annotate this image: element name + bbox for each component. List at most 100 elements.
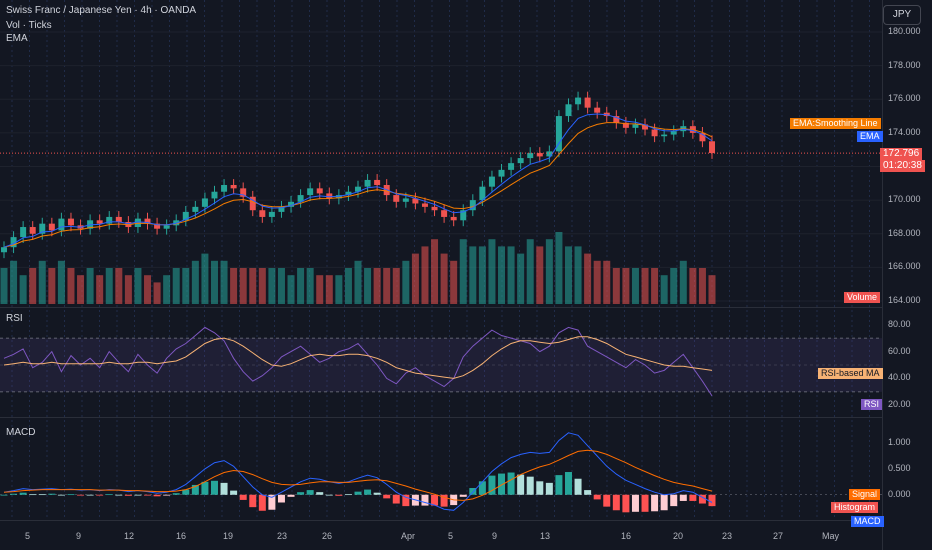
candle[interactable] [498,163,505,183]
histogram-bar [29,494,37,496]
candle[interactable] [488,170,495,193]
candle[interactable] [546,145,553,163]
candle[interactable] [182,206,189,227]
candle[interactable] [297,189,304,208]
candle[interactable] [642,118,649,136]
candle[interactable] [48,217,55,237]
candle[interactable] [67,212,74,232]
candle[interactable] [575,91,582,111]
histogram-bar [57,494,65,496]
volume-legend[interactable]: Vol · Ticks [6,20,52,31]
candle[interactable] [1,241,7,259]
symbol-title[interactable]: Swiss Franc / Japanese Yen · 4h · OANDA [6,5,197,16]
candle[interactable] [699,126,706,148]
volume-bar [421,246,429,304]
candle[interactable] [326,187,333,205]
candle[interactable] [709,135,715,159]
volume-bar [210,260,218,304]
candle[interactable] [632,118,639,134]
histogram-bar [325,494,333,496]
volume-bar [96,275,104,304]
candle[interactable] [221,179,228,198]
volume-bar [431,239,439,304]
histogram-bar [201,481,209,495]
candle[interactable] [249,190,256,217]
candle[interactable] [517,152,524,170]
candle[interactable] [460,204,467,227]
candle[interactable] [651,123,658,143]
currency-button[interactable]: JPY [883,5,921,25]
time-tick-label: 5 [25,531,31,541]
histogram-bar [651,494,659,512]
candle[interactable] [163,219,170,235]
candle[interactable] [565,98,572,122]
candle[interactable] [316,182,323,200]
histogram-bar [77,494,85,496]
ema-legend[interactable]: EMA [6,33,28,44]
volume-bar [708,275,716,304]
histogram-bar [105,494,113,496]
candle[interactable] [364,174,371,193]
candle[interactable] [374,174,381,191]
axis-tick-label: 180.000 [888,26,921,36]
candle[interactable] [345,185,352,201]
volume-bar [163,275,171,304]
histogram-bar [593,494,601,500]
volume-bar [48,268,56,304]
candle[interactable] [288,195,295,213]
candle[interactable] [594,101,601,119]
candle[interactable] [555,110,562,158]
histogram-bar [526,476,534,495]
rsi-legend[interactable]: RSI [6,313,23,324]
histogram-bar [182,489,190,495]
rsi-line [3,326,713,397]
axis-tick-label: 0.000 [888,488,911,499]
candle[interactable] [115,211,122,228]
volume-bar [0,268,8,304]
candle[interactable] [230,179,237,195]
candle[interactable] [431,200,438,217]
candle[interactable] [412,192,419,210]
volume-bar [325,275,333,304]
candle[interactable] [268,206,275,223]
candle[interactable] [527,147,534,164]
volume-bar [105,268,113,304]
candle[interactable] [536,147,543,163]
volume-bar [679,260,687,304]
candle[interactable] [10,231,17,254]
histogram-bar [344,494,352,496]
candle[interactable] [508,157,515,176]
candle[interactable] [441,204,448,223]
histogram-bar [239,494,247,500]
candle[interactable] [259,204,266,223]
axis-tick-label: 178.000 [888,59,921,70]
volume-bar [392,268,400,304]
candle[interactable] [584,91,591,114]
volume-bar [268,268,276,304]
candle[interactable] [622,116,629,134]
candle[interactable] [393,189,400,208]
volume-bar [144,275,152,304]
candle[interactable] [469,194,476,217]
macd-legend[interactable]: MACD [6,427,36,438]
volume-bar [545,239,553,304]
volume-bar [411,253,419,304]
candle[interactable] [278,200,285,218]
candle[interactable] [450,211,457,227]
candle[interactable] [670,125,677,141]
candle[interactable] [335,189,342,205]
axis-tick-label: 0.500 [888,462,911,473]
candle[interactable] [154,217,161,235]
candle[interactable] [421,197,428,213]
candle[interactable] [613,110,620,129]
candle[interactable] [307,182,314,201]
candle[interactable] [20,221,27,243]
candle[interactable] [106,211,113,230]
macd-tag: MACD [851,516,884,527]
candle[interactable] [211,185,218,205]
volume-bar [249,268,257,304]
candle[interactable] [144,212,151,230]
candlesticks[interactable] [1,91,715,259]
candle[interactable] [58,212,65,237]
